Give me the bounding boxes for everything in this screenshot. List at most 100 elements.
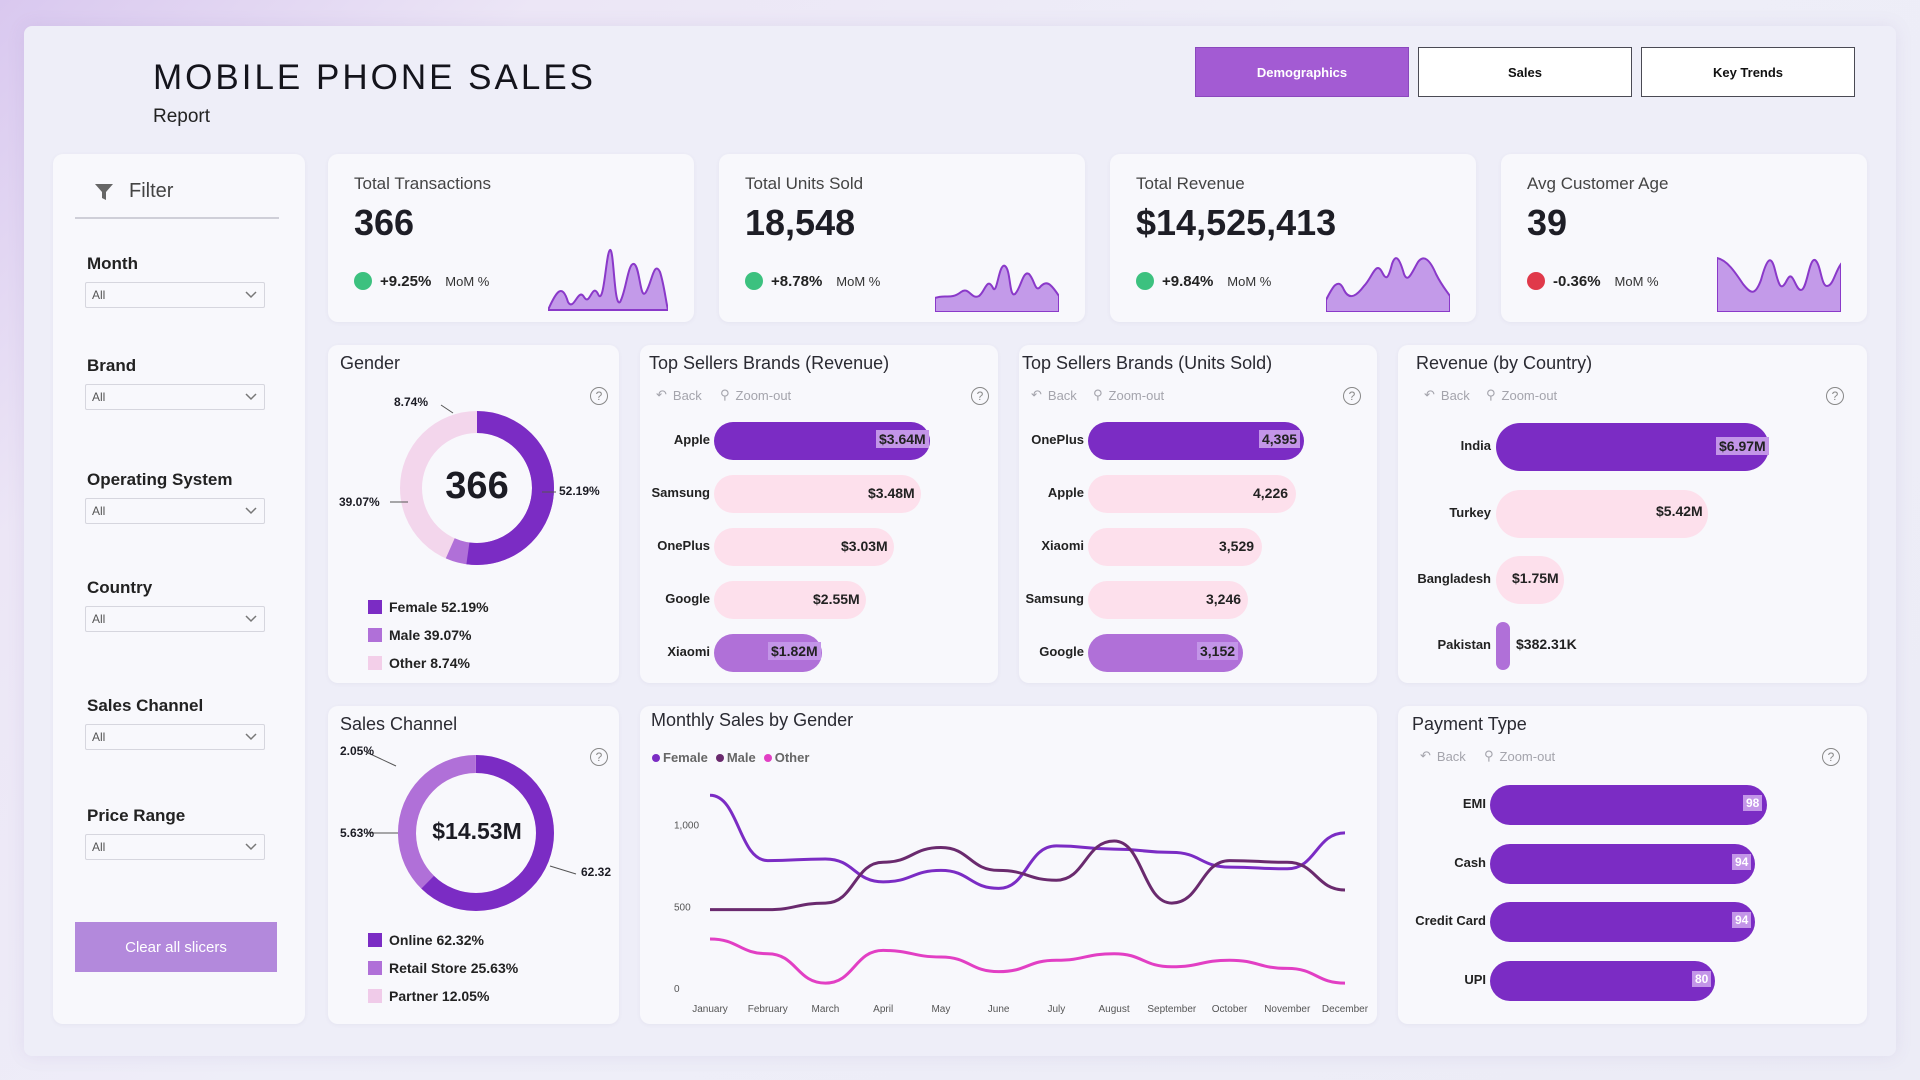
filter-icon	[95, 183, 113, 200]
back-control[interactable]: ↶ Back	[1031, 387, 1077, 403]
bar-upi[interactable]	[1490, 961, 1715, 1001]
bar-value: 3,246	[1206, 591, 1242, 607]
x-tick-label: March	[812, 1004, 840, 1015]
bar-emi[interactable]	[1490, 785, 1767, 825]
os-select[interactable]: All	[85, 498, 265, 524]
bar-value: 80	[1692, 971, 1712, 987]
brand-select[interactable]: All	[85, 384, 265, 410]
sales-button[interactable]: Sales	[1418, 47, 1632, 97]
zoom-out-control[interactable]: ⚲ Zoom-out	[1093, 387, 1164, 403]
y-tick-label: 0	[674, 984, 680, 995]
x-tick-label: May	[931, 1004, 950, 1015]
bar-label: Turkey	[1449, 505, 1491, 520]
status-dot	[1527, 272, 1545, 290]
legend-other: Other	[763, 750, 810, 765]
back-icon: ↶	[1031, 387, 1042, 402]
country-select[interactable]: All	[85, 606, 265, 632]
help-icon[interactable]: ?	[590, 387, 608, 405]
chevron-down-icon	[245, 393, 257, 401]
bar-value: $5.42M	[1656, 503, 1703, 519]
legend-label: Other	[774, 750, 810, 765]
status-dot	[745, 272, 763, 290]
sparkline-chart	[1326, 257, 1450, 312]
brand-value: All	[92, 390, 106, 404]
sales-channel-card: Sales Channel ? $14.53M 2.05% 5.63% 62.3…	[328, 706, 619, 1024]
x-tick-label: June	[988, 1004, 1010, 1015]
kpi-delta: +8.78% MoM %	[745, 272, 880, 290]
help-icon[interactable]: ?	[971, 387, 989, 405]
os-value: All	[92, 504, 106, 518]
bar-value: 4,395	[1259, 430, 1301, 448]
bar-turkey[interactable]	[1496, 490, 1708, 538]
help-icon[interactable]: ?	[1343, 387, 1361, 405]
x-tick-label: October	[1212, 1004, 1248, 1015]
bar-label: OnePlus	[1031, 432, 1084, 447]
legend-female: Female	[652, 750, 708, 765]
clear-slicers-button[interactable]: Clear all slicers	[75, 922, 277, 972]
kpi-title: Total Revenue	[1136, 174, 1245, 193]
bar-value: $1.82M	[768, 642, 821, 660]
help-icon[interactable]: ?	[1826, 387, 1844, 405]
series-line-female[interactable]	[709, 793, 1346, 890]
back-label: Back	[1436, 748, 1466, 764]
sales-channel-label: Sales Channel	[87, 696, 204, 715]
legend-label: Male	[726, 750, 756, 765]
back-control[interactable]: ↶ Back	[1420, 748, 1466, 764]
bar-value: $3.03M	[841, 538, 888, 554]
zoom-out-control[interactable]: ⚲ Zoom-out	[1484, 748, 1555, 764]
zoom-out-control[interactable]: ⚲ Zoom-out	[720, 387, 791, 403]
price-range-select[interactable]: All	[85, 834, 265, 860]
legend-other: Other 8.74%	[368, 655, 470, 671]
bar-samsung[interactable]	[714, 475, 921, 513]
bar-pakistan[interactable]	[1496, 622, 1510, 670]
kpi-delta-value: +8.78%	[771, 272, 823, 290]
monthly-sales-card: Monthly Sales by Gender Female Male Othe…	[640, 706, 1377, 1024]
top-revenue-card: Top Sellers Brands (Revenue) ↶ Back ⚲ Zoom…	[640, 345, 998, 683]
bar-oneplus[interactable]	[714, 528, 894, 566]
label-partner: 2.05%	[340, 744, 375, 758]
bar-value: $3.64M	[876, 430, 929, 448]
bar-apple[interactable]	[1088, 475, 1296, 513]
label-female: 52.19%	[559, 484, 600, 498]
series-line-male[interactable]	[709, 839, 1346, 912]
brand-label: Brand	[87, 356, 137, 375]
donut-slice-female	[400, 411, 554, 565]
help-icon[interactable]: ?	[1822, 748, 1840, 766]
sales-channel-select[interactable]: All	[85, 724, 265, 750]
bar-credit-card[interactable]	[1490, 902, 1755, 942]
legend-dot	[652, 754, 660, 762]
series-line-other[interactable]	[709, 937, 1346, 985]
revenue-country-title: Revenue (by Country)	[1416, 353, 1593, 373]
back-control[interactable]: ↶ Back	[1424, 387, 1470, 403]
zoom-out-control[interactable]: ⚲ Zoom-out	[1486, 387, 1557, 403]
demographics-button[interactable]: Demographics	[1195, 47, 1409, 97]
bar-xiaomi[interactable]	[1088, 528, 1262, 566]
month-select[interactable]: All	[85, 282, 265, 308]
legend-swatch	[368, 628, 382, 642]
kpi-card-transactions: Total Transactions 366 +9.25% MoM %	[328, 154, 694, 322]
legend-dot	[715, 754, 724, 762]
bar-samsung[interactable]	[1088, 581, 1248, 619]
bar-label: Xiaomi	[1041, 538, 1084, 553]
kpi-mom-label: MoM %	[1227, 273, 1272, 289]
x-tick-label: April	[873, 1004, 893, 1015]
bar-value: $6.97M	[1716, 437, 1769, 455]
page-subtitle: Report	[153, 106, 211, 127]
kpi-mom-label: MoM %	[1614, 273, 1659, 289]
status-dot	[1136, 272, 1154, 290]
legend-partner: Partner 12.05%	[368, 988, 489, 1004]
key-trends-button[interactable]: Key Trends	[1641, 47, 1855, 97]
bar-cash[interactable]	[1490, 844, 1755, 884]
zoom-out-label: Zoom-out	[1499, 748, 1556, 764]
bar-label: Samsung	[651, 485, 710, 500]
bar-label: Google	[1039, 644, 1084, 659]
help-icon[interactable]: ?	[590, 748, 608, 766]
bar-google[interactable]	[714, 581, 866, 619]
legend-label: Partner 12.05%	[389, 988, 490, 1004]
back-control[interactable]: ↶ Back	[656, 387, 702, 403]
x-tick-label: July	[1047, 1004, 1065, 1015]
bar-bangladesh[interactable]	[1496, 556, 1564, 604]
monthly-sales-line-chart: 1,000 500 0 January February March April May Jun…	[674, 793, 1369, 1015]
kpi-delta-value: +9.25%	[380, 272, 432, 290]
leader-line	[549, 865, 577, 875]
